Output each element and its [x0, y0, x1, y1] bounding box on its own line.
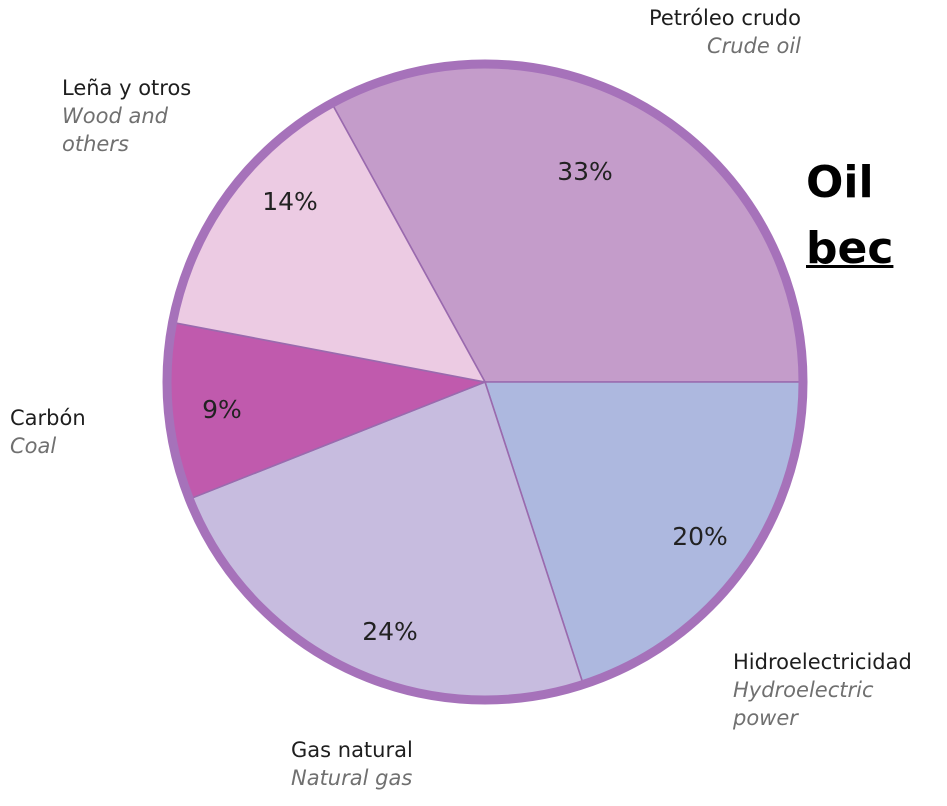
label-crude-oil-en: Crude oil — [706, 34, 801, 58]
label-wood: Leña y otros Wood and others — [62, 74, 212, 158]
label-natural-gas-es: Gas natural — [291, 738, 413, 762]
percent-label-coal: 9% — [202, 395, 242, 424]
label-natural-gas-en: Natural gas — [291, 766, 413, 790]
percent-label-wood: 14% — [262, 187, 318, 216]
label-coal: Carbón Coal — [10, 404, 86, 460]
headline: Oil bec — [806, 150, 893, 282]
headline-line-1: Oil — [806, 157, 874, 208]
label-crude-oil: Petróleo crudo Crude oil — [649, 4, 801, 60]
label-hydro-en: Hydroelectric power — [733, 678, 874, 730]
percent-label-natural-gas: 24% — [362, 617, 418, 646]
label-crude-oil-es: Petróleo crudo — [648, 6, 801, 30]
percent-label-crude-oil: 33% — [557, 157, 613, 186]
label-hydro-es: Hidroelectricidad — [733, 650, 912, 674]
label-coal-en: Coal — [10, 434, 57, 458]
label-natural-gas: Gas natural Natural gas — [291, 736, 413, 792]
pie-rim — [162, 59, 808, 705]
label-wood-en: Wood and others — [62, 104, 168, 156]
headline-line-2: bec — [806, 223, 894, 274]
label-coal-es: Carbón — [10, 406, 86, 430]
percent-label-hydro: 20% — [672, 522, 728, 551]
pie-percent-labels: 33% 20% 24% 9% 14% — [202, 157, 728, 646]
label-wood-es: Leña y otros — [62, 76, 192, 100]
label-hydro: Hidroelectricidad Hydroelectric power — [733, 648, 913, 732]
